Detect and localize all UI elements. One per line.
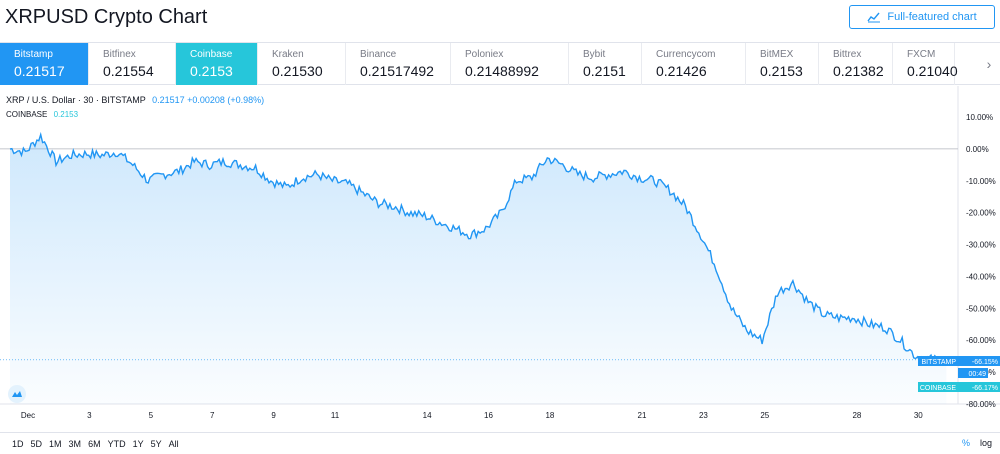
legend-symbol: XRP / U.S. Dollar · 30 · BITSTAMP (6, 95, 146, 105)
x-tick-label: 18 (545, 411, 554, 420)
coinbase-series-tag-box (918, 382, 958, 392)
tradingview-logo-icon[interactable] (8, 385, 26, 403)
range-button-1m[interactable]: 1M (49, 438, 62, 449)
y-tick-label: -30.00% (966, 241, 996, 250)
tab-exchange-name: Bitfinex (103, 49, 136, 60)
tab-price: 0.21554 (103, 63, 154, 79)
tab-price: 0.21488992 (465, 63, 539, 79)
y-tick-label: 10.00% (966, 113, 993, 122)
y-tick-label: -40.00% (966, 272, 996, 281)
tab-exchange-name: Currencycom (656, 49, 716, 60)
range-button-5d[interactable]: 5D (30, 438, 43, 449)
range-button-1y[interactable]: 1Y (132, 438, 144, 449)
x-tick-label: Dec (21, 411, 35, 420)
range-button-ytd[interactable]: YTD (107, 438, 126, 449)
full-featured-chart-label: Full-featured chart (887, 11, 977, 23)
bitstamp-last-value: -66.15% (972, 359, 998, 366)
percent-scale-button[interactable]: % (961, 438, 970, 448)
header: XRPUSD Crypto Chart Full-featured chart (0, 0, 1000, 42)
tab-exchange-name: BitMEX (760, 49, 794, 60)
scale-buttons: % log (962, 438, 992, 448)
tab-price: 0.21517492 (360, 63, 434, 79)
bitstamp-series-line[interactable] (9, 131, 947, 366)
x-tick-label: 11 (331, 411, 340, 420)
compare-value: 0.2153 (53, 110, 79, 119)
x-tick-label: 23 (699, 411, 708, 420)
tab-coinbase[interactable]: Coinbase 0.2153 (176, 43, 258, 85)
x-tick-label: 3 (87, 411, 92, 420)
range-button-3m[interactable]: 3M (68, 438, 82, 449)
y-tick-label: -10.00% (966, 177, 996, 186)
x-tick-label: 14 (423, 411, 432, 420)
bitstamp-series-tag-box (918, 356, 958, 366)
tab-price: 0.21382 (833, 63, 884, 79)
tab-exchange-name: Binance (360, 49, 397, 60)
page-title: XRPUSD Crypto Chart (5, 6, 208, 28)
tab-bitstamp[interactable]: Bitstamp 0.21517 (0, 43, 89, 85)
chart-legend: XRP / U.S. Dollar · 30 · BITSTAMP 0.2151… (6, 95, 264, 105)
tab-kraken[interactable]: Kraken 0.21530 (258, 43, 346, 85)
y-tick-label: -60.00% (966, 336, 996, 345)
tab-price: 0.21426 (656, 63, 707, 79)
tab-price: 0.2151 (583, 63, 626, 79)
tab-currencycom[interactable]: Currencycom 0.21426 (642, 43, 746, 85)
x-tick-label: 5 (149, 411, 154, 420)
coinbase-last-value: -66.17% (972, 385, 998, 392)
tab-poloniex[interactable]: Poloniex 0.21488992 (451, 43, 569, 85)
compare-symbol: COINBASE (6, 110, 48, 119)
tab-bittrex[interactable]: Bittrex 0.21382 (819, 43, 893, 85)
chart-area[interactable]: 10.00% 0.00% -10.00% -20.00% -30.00% -40.00% -… (0, 86, 1000, 432)
countdown-timer: 00:49 (968, 371, 986, 378)
tab-fxcm[interactable]: FXCM 0.21040 (893, 43, 958, 85)
tab-bybit[interactable]: Bybit 0.2151 (569, 43, 642, 85)
price-chart[interactable]: 10.00% 0.00% -10.00% -20.00% -30.00% -40.00% -… (0, 86, 1000, 432)
tab-exchange-name: Coinbase (190, 49, 233, 60)
range-button-6m[interactable]: 6M (88, 438, 101, 449)
y-tick-label: -20.00% (966, 209, 996, 218)
y-tick-label: 0.00% (966, 145, 989, 154)
log-scale-button[interactable]: log (979, 438, 992, 448)
legend-value: 0.21517 +0.00208 (+0.98%) (152, 95, 265, 105)
tab-exchange-name: Bittrex (833, 49, 862, 60)
tab-price: 0.2153 (190, 63, 233, 79)
compare-legend: COINBASE 0.2153 (6, 110, 78, 119)
bottom-toolbar: 1D 5D 1M 3M 6M YTD 1Y 5Y All % log (0, 432, 1000, 454)
full-featured-chart-button[interactable]: Full-featured chart (849, 5, 995, 29)
tab-bitmex[interactable]: BitMEX 0.2153 (746, 43, 819, 85)
tab-binance[interactable]: Binance 0.21517492 (346, 43, 451, 85)
x-tick-label: 9 (271, 411, 276, 420)
x-tick-label: 28 (852, 411, 861, 420)
tab-exchange-name: Kraken (272, 49, 304, 60)
bitstamp-last-value-box (958, 356, 1000, 366)
tab-price: 0.21040 (907, 63, 958, 79)
range-button-1d[interactable]: 1D (12, 438, 24, 449)
bitstamp-series-tag: BITSTAMP (922, 359, 957, 366)
chart-line-icon (867, 12, 881, 23)
tab-bitfinex[interactable]: Bitfinex 0.21554 (89, 43, 176, 85)
tab-exchange-name: FXCM (907, 49, 936, 60)
exchange-tabs: Bitstamp 0.21517 Bitfinex 0.21554 Coinbase 0.… (0, 42, 1000, 85)
tab-exchange-name: Bybit (583, 49, 606, 60)
x-tick-label: 30 (914, 411, 923, 420)
tab-exchange-name: Poloniex (465, 49, 504, 60)
y-tick-label: -50.00% (966, 304, 996, 313)
tab-exchange-name: Bitstamp (14, 49, 53, 60)
y-tick-label: -80.00% (966, 400, 996, 409)
bitstamp-area-fill (10, 134, 947, 404)
countdown-box (958, 368, 988, 378)
x-tick-label: 7 (210, 411, 215, 420)
tab-price: 0.21530 (272, 63, 323, 79)
range-button-all[interactable]: All (168, 438, 179, 449)
coinbase-last-value-box (958, 382, 1000, 392)
tab-price: 0.2153 (760, 63, 803, 79)
range-button-5y[interactable]: 5Y (150, 438, 162, 449)
x-tick-label: 25 (760, 411, 769, 420)
tab-price: 0.21517 (14, 63, 65, 79)
x-tick-label: 16 (484, 411, 493, 420)
chevron-right-icon[interactable]: › (986, 56, 992, 72)
coinbase-series-tag: COINBASE (920, 385, 957, 392)
x-tick-label: 21 (638, 411, 647, 420)
